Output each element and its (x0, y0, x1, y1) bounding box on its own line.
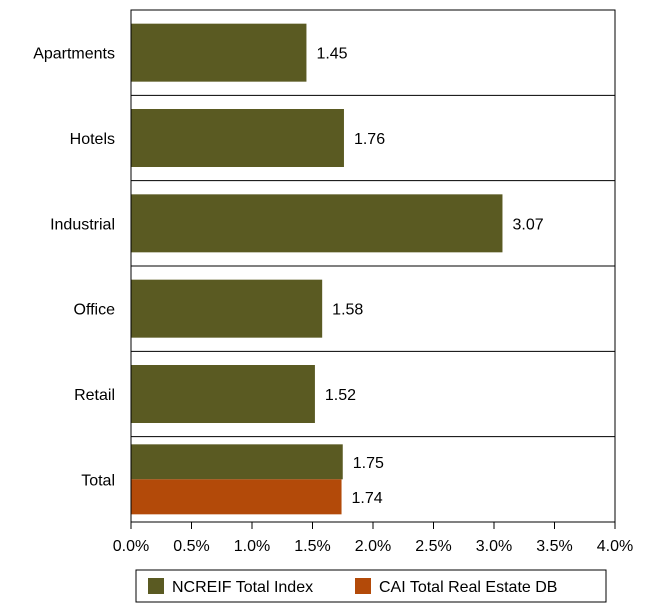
x-tick-label: 1.5% (294, 538, 330, 555)
legend-swatch (355, 578, 371, 594)
category-label: Industrial (50, 216, 115, 233)
category-labels-group: Apartments Hotels Industrial Office Retail To… (33, 46, 115, 490)
x-tick-label: 0.0% (113, 538, 149, 555)
bar-value-label: 3.07 (512, 216, 543, 233)
bars-group (131, 23, 503, 515)
legend-swatch (148, 578, 164, 594)
category-label: Hotels (70, 131, 115, 148)
bar-cai-total-real-estate-db (131, 479, 342, 515)
bar-ncreif-total-index (131, 365, 315, 423)
bar-ncreif-total-index (131, 194, 503, 253)
bar-value-label: 1.52 (325, 387, 356, 404)
bar-value-label: 1.58 (332, 302, 363, 319)
legend: NCREIF Total Index CAI Total Real Estate … (135, 569, 607, 603)
bar-value-label: 1.75 (353, 455, 384, 472)
x-tick-label: 3.0% (476, 538, 512, 555)
bar-ncreif-total-index (131, 444, 343, 480)
x-tick-label: 4.0% (597, 538, 633, 555)
bar-ncreif-total-index (131, 109, 344, 167)
legend-label: NCREIF Total Index (172, 579, 313, 596)
bar-ncreif-total-index (131, 23, 307, 82)
bar-value-label: 1.74 (352, 490, 383, 507)
category-separators (131, 94, 615, 438)
x-tick-label: 1.0% (234, 538, 270, 555)
category-label: Total (81, 472, 115, 489)
x-axis: 0.0% 0.5% 1.0% 1.5% 2.0% 2.5% 3.0% 3.5% 4.0% (113, 522, 633, 555)
category-label: Office (74, 302, 116, 319)
x-tick-label: 2.0% (355, 538, 391, 555)
bar-ncreif-total-index (131, 279, 323, 338)
category-label: Apartments (33, 46, 115, 63)
bar-value-label: 1.45 (316, 46, 347, 63)
value-labels-group: 1.45 1.76 3.07 1.58 1.52 1.75 1.74 (316, 46, 543, 507)
x-tick-label: 0.5% (173, 538, 209, 555)
x-tick-label: 2.5% (415, 538, 451, 555)
legend-label: CAI Total Real Estate DB (379, 579, 557, 596)
x-tick-label: 3.5% (536, 538, 572, 555)
category-label: Retail (74, 387, 115, 404)
bar-value-label: 1.76 (354, 131, 385, 148)
